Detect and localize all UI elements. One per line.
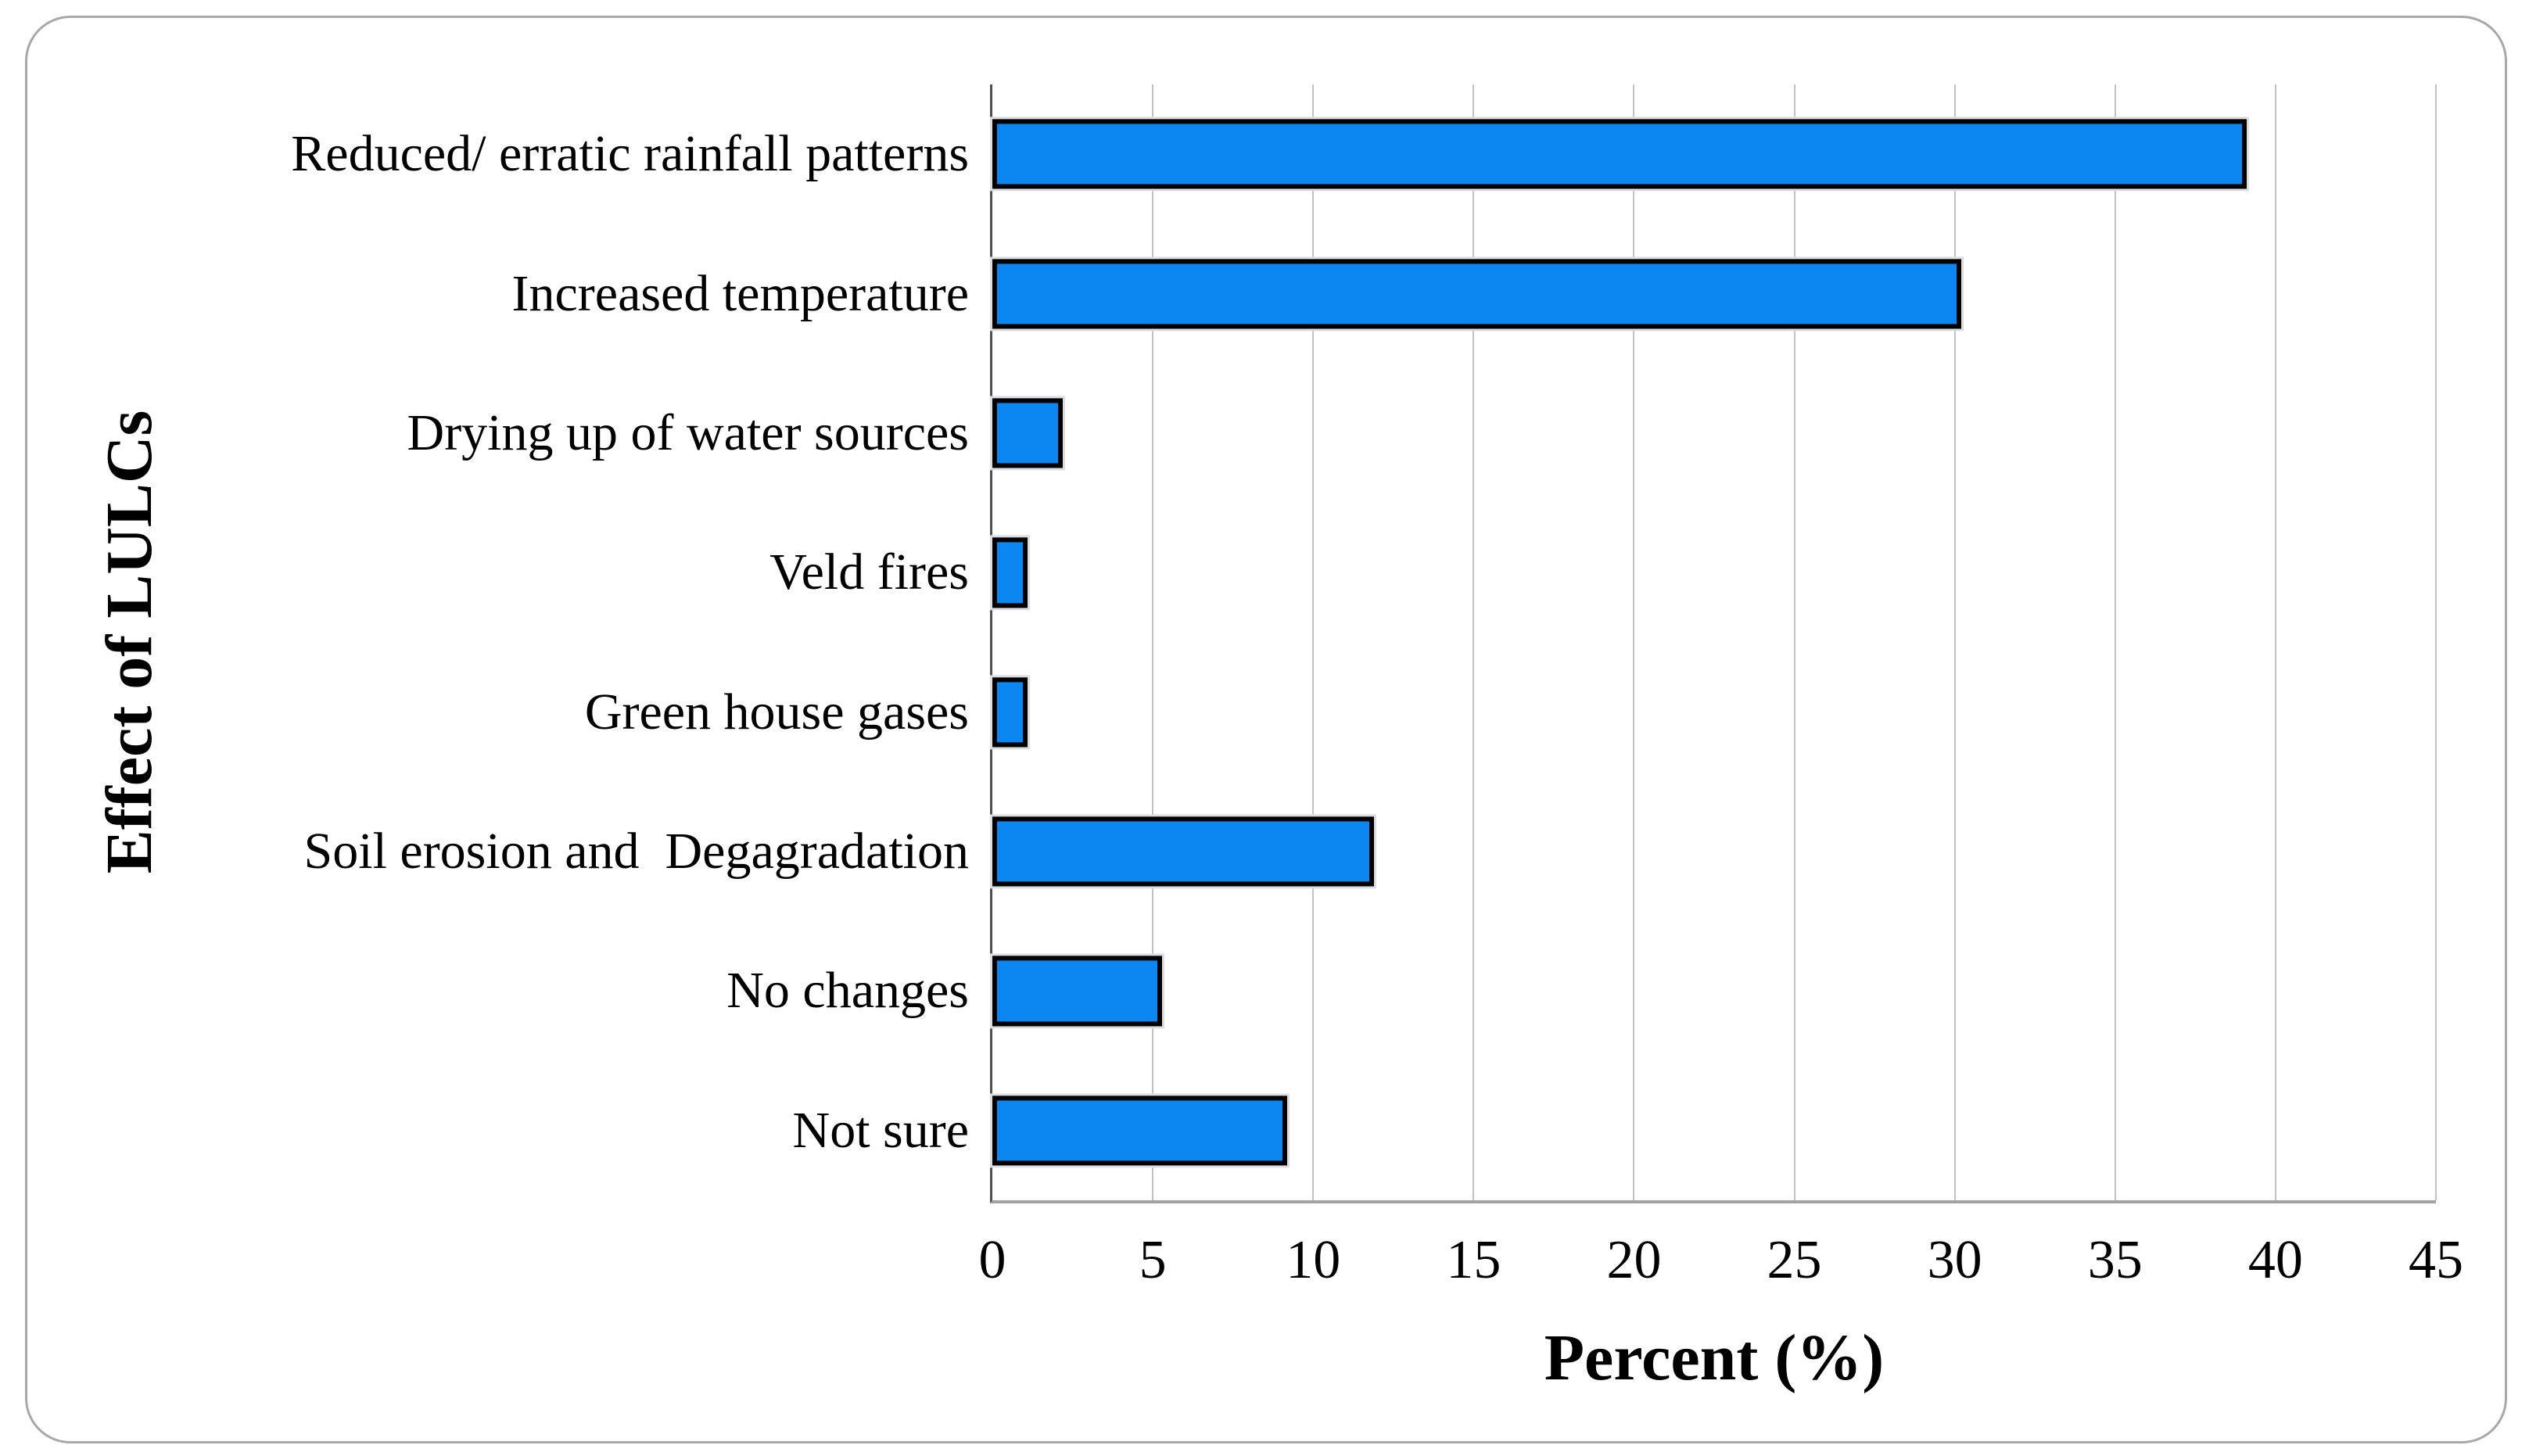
gridline — [1793, 84, 1795, 1200]
bar-row: Drying up of water sources — [407, 364, 2436, 503]
y-axis-title: Effect of LULCs — [93, 410, 166, 874]
bar-row: Green house gases — [585, 643, 2436, 782]
category-label: Veld fires — [769, 543, 969, 601]
x-tick-label: 25 — [1767, 1230, 1822, 1290]
category-label: Green house gases — [584, 683, 969, 741]
category-label: Soil erosion and Degagradation — [303, 823, 969, 880]
x-tick-label: 45 — [2409, 1230, 2463, 1290]
bar-row: Veld fires — [769, 503, 2436, 642]
category-label: Not sure — [792, 1101, 969, 1159]
bar-row: Reduced/ erratic rainfall patterns — [291, 84, 2436, 224]
bar — [992, 119, 2247, 189]
x-tick-label: 0 — [978, 1230, 1006, 1290]
x-tick-label: 15 — [1446, 1230, 1501, 1290]
bar — [992, 258, 1961, 329]
gridline — [2435, 84, 2437, 1200]
x-tick-label: 40 — [2247, 1230, 2303, 1290]
x-tick-label: 30 — [1927, 1230, 1982, 1290]
category-label: Reduced/ erratic rainfall patterns — [291, 125, 969, 183]
bar-row: Not sure — [793, 1061, 2436, 1200]
gridline — [1473, 84, 1475, 1200]
bar — [992, 398, 1064, 468]
category-label: No changes — [726, 962, 969, 1020]
x-tick-label: 35 — [2087, 1230, 2143, 1290]
gridline — [1633, 84, 1635, 1200]
category-label: Increased temperature — [511, 264, 969, 322]
bar — [992, 677, 1028, 748]
bar — [992, 816, 1375, 887]
plot-area: Reduced/ erratic rainfall patterns Increa… — [291, 84, 2463, 1391]
chart-card: Reduced/ erratic rainfall patterns Increa… — [25, 16, 2507, 1443]
x-tick-label: 5 — [1139, 1230, 1167, 1290]
gridline — [1312, 84, 1315, 1200]
gridline — [2114, 84, 2116, 1200]
bar — [992, 956, 1163, 1027]
x-tick-label: 20 — [1606, 1230, 1662, 1290]
x-axis-title: Percent (%) — [1544, 1322, 1885, 1394]
bar-row: No changes — [726, 921, 2436, 1060]
gridline — [1152, 84, 1154, 1200]
bar — [992, 537, 1028, 608]
category-label: Drying up of water sources — [407, 403, 969, 461]
bar-row: Increased temperature — [512, 224, 2436, 363]
bar-row: Soil erosion and Degagradation — [304, 782, 2436, 921]
gridline — [2274, 84, 2276, 1200]
bar — [992, 1096, 1288, 1166]
gridline — [1953, 84, 1956, 1200]
x-tick-label: 10 — [1286, 1230, 1341, 1290]
